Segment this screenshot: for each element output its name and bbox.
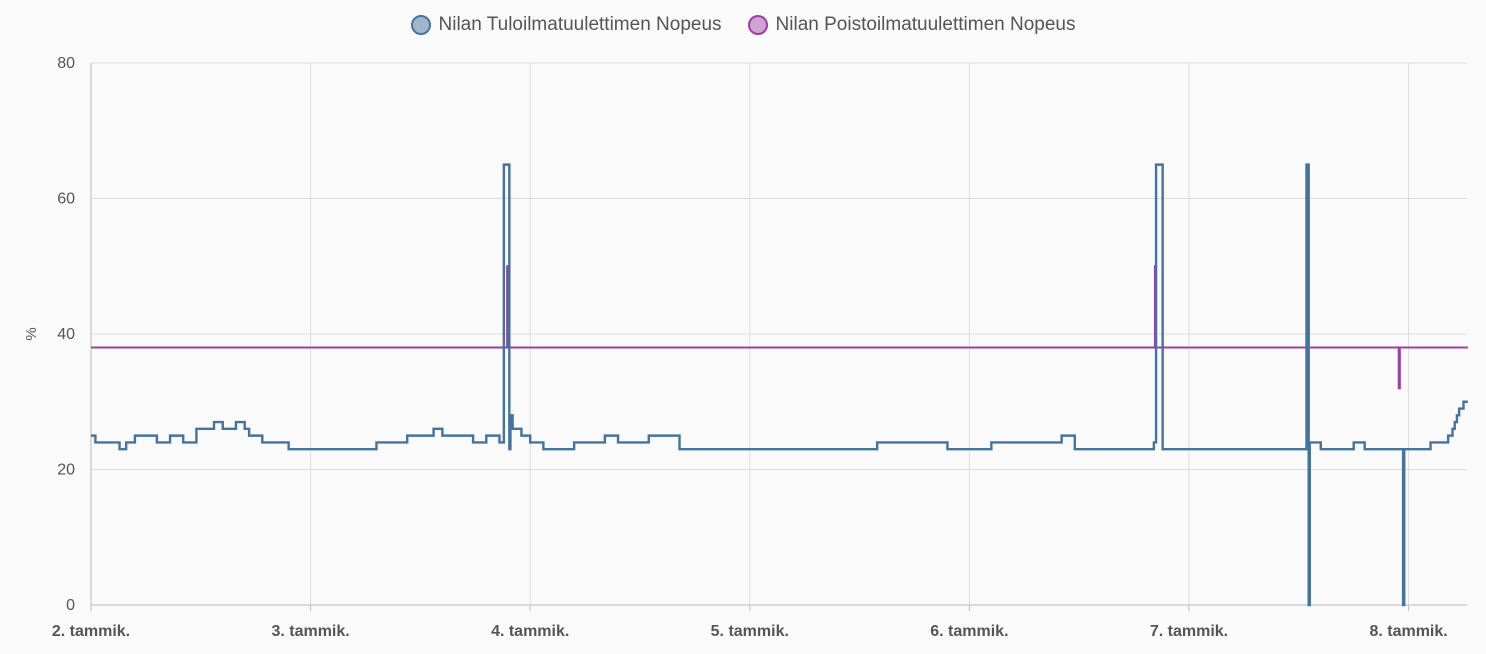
x-tick-label: 2. tammik.	[52, 623, 130, 640]
y-tick-label: 0	[66, 597, 75, 614]
x-tick-label: 6. tammik.	[930, 623, 1008, 640]
legend-item-supply-fan[interactable]: Nilan Tuloilmatuulettimen Nopeus	[410, 14, 722, 36]
x-tick-label: 5. tammik.	[711, 623, 789, 640]
x-tick-label: 7. tammik.	[1150, 623, 1228, 640]
legend-swatch-supply-fan	[410, 15, 431, 35]
x-tick-label: 3. tammik.	[271, 623, 349, 640]
series-line-supply-fan	[91, 163, 1468, 607]
y-tick-label: 60	[57, 191, 75, 208]
chart-legend: Nilan Tuloilmatuulettimen Nopeus Nilan P…	[0, 14, 1486, 36]
x-tick-label: 4. tammik.	[491, 623, 569, 640]
series-line-exhaust-fan	[91, 265, 1468, 390]
legend-item-exhaust-fan[interactable]: Nilan Poistoilmatuulettimen Nopeus	[747, 14, 1076, 36]
x-tick-label: 8. tammik.	[1369, 623, 1447, 640]
y-tick-label: 80	[57, 55, 75, 72]
legend-swatch-exhaust-fan	[747, 15, 768, 35]
y-tick-label: 20	[57, 462, 75, 479]
y-axis-label: %	[23, 327, 40, 340]
legend-label-supply-fan: Nilan Tuloilmatuulettimen Nopeus	[438, 14, 722, 35]
y-tick-label: 40	[57, 326, 75, 343]
legend-label-exhaust-fan: Nilan Poistoilmatuulettimen Nopeus	[775, 14, 1076, 35]
